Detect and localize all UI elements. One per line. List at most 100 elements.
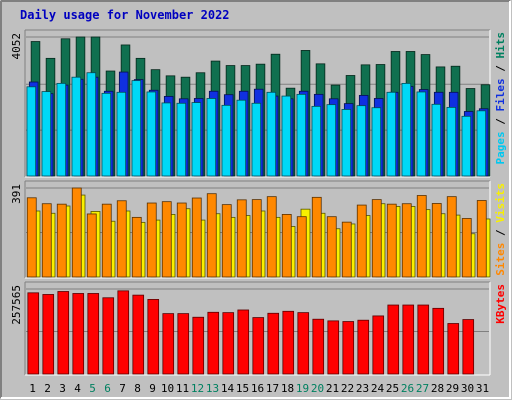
hits-legend-part-1: Pages	[494, 131, 507, 164]
hits-pages-bar-day-14	[221, 104, 232, 177]
kbytes-kbytes-bar-day-20	[312, 318, 325, 375]
x-tick-label-day-23: 23	[356, 382, 369, 395]
visits-sites-bar-day-27	[416, 195, 427, 278]
visits-panel: 391 Sites / Visits	[10, 180, 507, 279]
hits-pages-bar-day-6	[101, 92, 112, 177]
x-tick-label-day-14: 14	[221, 382, 235, 395]
visits-sites-bar-day-2	[41, 203, 52, 278]
hits-pages-bar-day-9	[146, 91, 157, 177]
kbytes-kbytes-bar-day-8	[132, 294, 145, 375]
hits-pages-bar-day-22	[341, 109, 352, 177]
kbytes-kbytes-bar-day-2	[42, 294, 55, 375]
kbytes-kbytes-bar-day-30	[462, 319, 475, 375]
kbytes-kbytes-bar-day-16	[252, 317, 265, 375]
kbytes-kbytes-bar-day-25	[387, 304, 400, 375]
hits-pages-bar-day-30	[461, 115, 472, 177]
kbytes-kbytes-bar-day-5	[87, 293, 100, 375]
x-tick-label-day-19: 19	[296, 382, 309, 395]
hits-pages-bar-day-10	[161, 102, 172, 177]
hits-pages-bar-day-8	[131, 80, 142, 177]
visits-sites-bar-day-7	[116, 200, 127, 278]
kbytes-kbytes-bar-day-26	[402, 304, 415, 375]
hits-legend-part-3: Files	[494, 78, 507, 111]
x-tick-label-day-27: 27	[416, 382, 429, 395]
x-tick-label-day-22: 22	[341, 382, 354, 395]
visits-sites-bar-day-6	[101, 203, 112, 278]
x-tick-label-day-25: 25	[386, 382, 399, 395]
x-tick-label-day-26: 26	[401, 382, 414, 395]
hits-legend-text: Pages / Files / Hits	[494, 32, 507, 165]
kbytes-kbytes-bar-day-7	[117, 290, 130, 375]
hits-pages-bar-day-21	[326, 104, 337, 177]
x-tick-label-day-4: 4	[74, 382, 81, 395]
kbytes-max-label: 257565	[10, 285, 23, 325]
kbytes-kbytes-bar-day-22	[342, 321, 355, 375]
visits-sites-bar-day-1	[26, 197, 37, 278]
hits-pages-bar-day-25	[386, 91, 397, 177]
visits-sites-bar-day-23	[356, 204, 367, 278]
x-axis: 1 2 3 4 5 6 7 8 9 10 11 12 13 14 15 16 17 18 19 20 21 22 23 24 2…	[29, 382, 489, 395]
x-tick-label-day-10: 10	[161, 382, 174, 395]
x-tick-label-day-28: 28	[431, 382, 444, 395]
kbytes-kbytes-bar-day-4	[72, 293, 85, 375]
hits-pages-bar-day-12	[191, 102, 202, 177]
x-tick-label-day-20: 20	[311, 382, 324, 395]
visits-sites-bar-day-14	[221, 204, 232, 278]
x-tick-label-day-9: 9	[149, 382, 156, 395]
visits-legend-part-1: Sites	[494, 243, 507, 276]
visits-legend-part-2: /	[494, 223, 507, 243]
kbytes-legend-text: KBytes	[494, 284, 507, 324]
kbytes-kbytes-bar-day-10	[162, 313, 175, 375]
visits-sites-bar-day-12	[191, 197, 202, 278]
x-tick-label-day-11: 11	[176, 382, 189, 395]
kbytes-kbytes-bar-day-18	[282, 310, 295, 375]
hits-pages-bar-day-11	[176, 102, 187, 177]
hits-pages-bar-day-20	[311, 105, 322, 177]
visits-sites-bar-day-19	[296, 216, 307, 278]
hits-pages-bar-day-5	[86, 72, 97, 177]
visits-legend-text: Sites / Visits	[494, 183, 507, 276]
kbytes-kbytes-bar-day-9	[147, 299, 160, 375]
hits-pages-bar-day-13	[206, 98, 217, 177]
visits-sites-bar-day-5	[86, 213, 97, 278]
x-tick-label-day-6: 6	[104, 382, 111, 395]
hits-pages-bar-day-1	[26, 86, 37, 177]
visits-sites-bar-day-16	[251, 199, 262, 278]
hits-pages-bar-day-16	[251, 102, 262, 177]
visits-sites-bar-day-4	[71, 187, 82, 278]
hits-legend-part-2: /	[494, 112, 507, 132]
x-tick-label-day-18: 18	[281, 382, 294, 395]
visits-sites-bar-day-29	[446, 196, 457, 278]
kbytes-kbytes-bar-day-13	[207, 311, 220, 375]
kbytes-kbytes-bar-day-14	[222, 312, 235, 375]
x-tick-label-day-29: 29	[446, 382, 459, 395]
hits-pages-bar-day-19	[296, 93, 307, 177]
hits-pages-bar-day-7	[116, 91, 127, 177]
visits-sites-bar-day-15	[236, 199, 247, 278]
visits-sites-bar-day-18	[281, 213, 292, 278]
hits-panel: 4052 Pages / Files / Hits	[10, 29, 507, 178]
visits-sites-bar-day-3	[56, 203, 67, 278]
kbytes-legend: KBytes	[494, 284, 507, 324]
x-tick-label-day-1: 1	[29, 382, 36, 395]
hits-pages-bar-day-28	[431, 103, 442, 177]
kbytes-kbytes-bar-day-28	[432, 307, 445, 375]
x-tick-label-day-8: 8	[134, 382, 141, 395]
visits-sites-bar-day-17	[266, 196, 277, 278]
hits-legend-part-4: /	[494, 59, 507, 79]
visits-sites-bar-day-8	[131, 216, 142, 278]
visits-sites-bar-day-25	[386, 203, 397, 278]
hits-pages-bar-day-3	[56, 82, 67, 177]
x-tick-label-day-21: 21	[326, 382, 339, 395]
x-tick-label-day-13: 13	[206, 382, 219, 395]
visits-sites-bar-day-13	[206, 193, 217, 278]
hits-pages-bar-day-24	[371, 107, 382, 177]
x-tick-label-day-16: 16	[251, 382, 264, 395]
visits-sites-bar-day-22	[341, 221, 352, 278]
x-tick-label-day-12: 12	[191, 382, 204, 395]
hits-pages-bar-day-2	[41, 91, 52, 177]
hits-pages-bar-day-18	[281, 95, 292, 177]
kbytes-kbytes-bar-day-24	[372, 315, 385, 375]
kbytes-kbytes-bar-day-23	[357, 319, 370, 375]
